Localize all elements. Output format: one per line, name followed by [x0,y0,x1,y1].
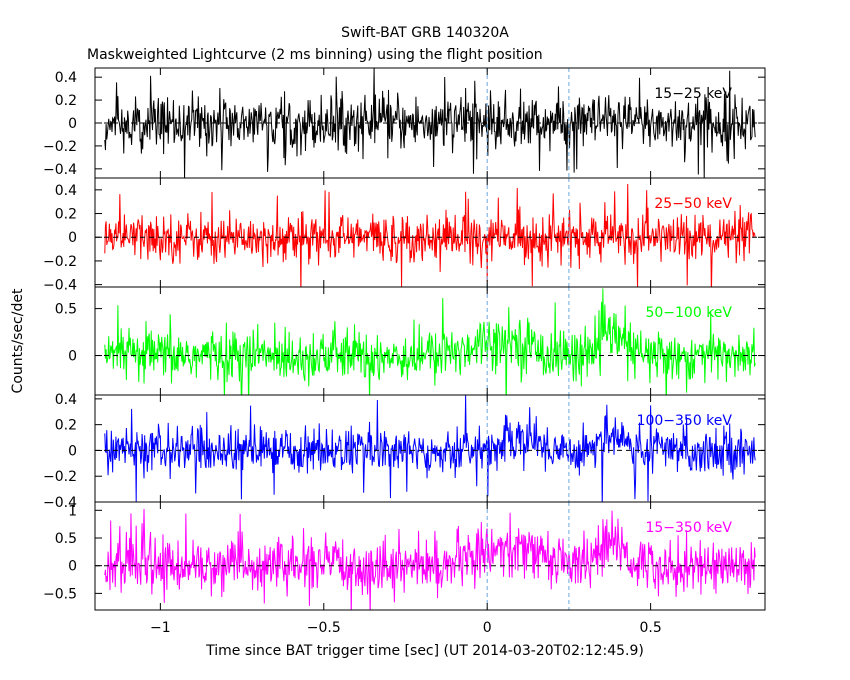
y-tick-label: −0.5 [43,586,77,602]
x-tick-label: 0 [483,620,492,636]
y-tick-label: 1 [68,503,77,519]
y-tick-label: 0 [68,559,77,575]
panel-4: −0.5 0 0.5 1 15−350 keV [43,501,766,611]
panel-energy-label: 15−350 keV [645,520,732,536]
y-tick-label: 0.2 [55,418,77,434]
y-tick-label: 0.2 [55,93,77,109]
x-tick-label: −1 [150,620,171,636]
y-tick-label: −0.4 [43,278,77,294]
panel-1: −0.4 −0.2 0 0.2 0.4 25−50 keV [43,177,766,294]
y-tick-label: 0.4 [55,392,77,408]
y-tick-label: −0.2 [43,469,77,485]
panel-0: −0.4 −0.2 0 0.2 0.4 15−25 keV [43,67,766,179]
y-tick-label: −0.4 [43,162,77,178]
panel-energy-label: 50−100 keV [645,305,732,321]
y-tick-label: 0.2 [55,207,77,223]
panel-energy-label: 25−50 keV [654,196,732,212]
lightcurve-series [104,508,756,610]
x-tick-label: −0.5 [307,620,341,636]
panels-group: −0.4 −0.2 0 0.2 0.4 15−25 keV −0.4 −0.2 0 0.2 0.4 2… [43,67,766,611]
x-tick-label: 0.5 [639,620,661,636]
lightcurve-series [104,183,756,287]
chart-title: Swift-BAT GRB 140320A [341,25,509,41]
y-tick-label: 0.5 [55,302,77,318]
lightcurve-series [104,288,756,395]
lightcurve-series [104,68,756,178]
y-tick-label: 0 [68,349,77,365]
y-tick-label: 0.5 [55,531,77,547]
y-tick-label: −0.4 [43,495,77,511]
y-axis-label: Counts/sec/det [10,288,26,393]
panel-frame [94,501,766,611]
panel-energy-label: 100−350 keV [637,413,733,429]
y-tick-label: 0 [68,443,77,459]
panel-energy-label: 15−25 keV [654,86,732,102]
lightcurve-series [104,395,756,502]
y-tick-label: 0 [68,116,77,132]
y-tick-label: 0 [68,230,77,246]
panel-2: 0 0.5 50−100 keV [55,286,766,396]
panel-3: −0.4 −0.2 0 0.2 0.4 100−350 keV [43,392,766,511]
y-tick-label: −0.2 [43,139,77,155]
y-tick-label: 0.4 [55,70,77,86]
chart-subtitle: Maskweighted Lightcurve (2 ms binning) u… [87,47,543,63]
y-tick-label: 0.4 [55,183,77,199]
x-axis: −1 −0.5 0 0.5 [150,620,662,636]
y-tick-label: −0.2 [43,254,77,270]
x-axis-label: Time since BAT trigger time [sec] (UT 20… [205,643,644,659]
